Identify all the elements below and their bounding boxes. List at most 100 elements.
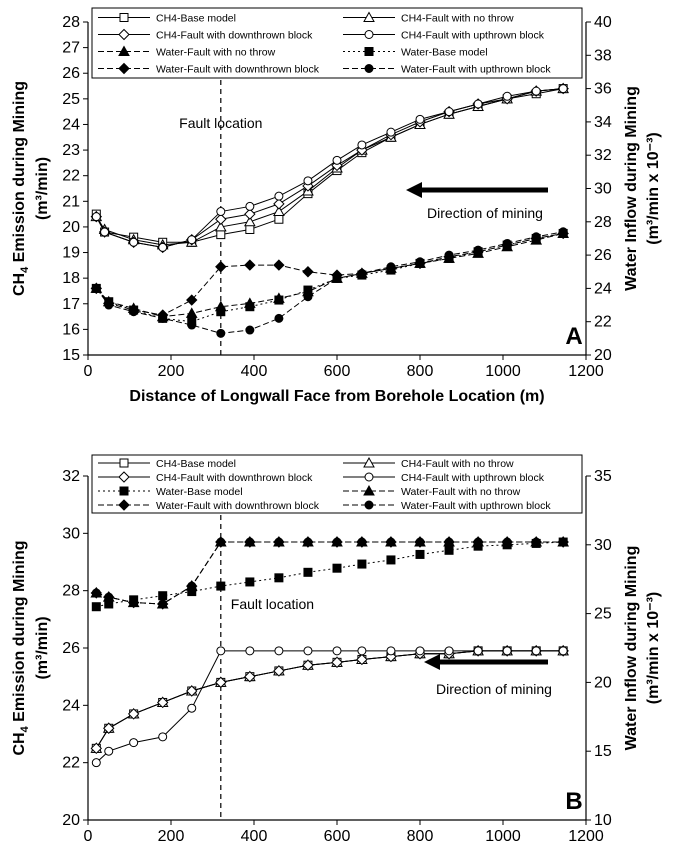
x-tick-label: 200 — [158, 363, 185, 380]
legend-label: CH4-Fault with upthrown block — [401, 472, 545, 484]
y2-tick-label: 28 — [594, 214, 612, 231]
y-axis-label: CH4 Emission during Mining — [11, 540, 31, 755]
data-point — [244, 208, 256, 220]
data-point — [91, 758, 101, 768]
direction-of-mining-label: Direction of mining — [436, 681, 552, 697]
panel-label: B — [565, 788, 582, 815]
legend-label: Water-Base model — [156, 486, 243, 498]
y-tick-label: 28 — [62, 583, 80, 600]
data-point — [357, 140, 367, 150]
data-point — [158, 732, 168, 742]
direction-arrow-head — [406, 182, 422, 198]
legend-item: Water-Fault with no throw — [343, 484, 521, 498]
legend-label: Water-Fault with upthrown block — [401, 500, 551, 512]
x-tick-label: 0 — [84, 363, 93, 380]
legend-label: CH4-Base model — [156, 13, 236, 25]
data-point — [357, 646, 367, 656]
y-tick-label: 23 — [62, 142, 80, 159]
data-point — [473, 646, 483, 656]
data-point — [558, 84, 568, 94]
chart-panel-a: 0 200 400 600 800 1000 1200 15 16 17 18 19 20 21 22 23 2… — [11, 7, 662, 405]
y-tick-label: 17 — [62, 296, 80, 313]
y-tick-label: 28 — [62, 14, 80, 31]
direction-of-mining-label: Direction of mining — [427, 205, 543, 221]
data-point — [415, 257, 425, 267]
data-point — [274, 191, 284, 201]
data-point — [187, 235, 197, 245]
legend-label: CH4-Fault with no throw — [401, 13, 514, 25]
x-tick-label: 1200 — [568, 363, 604, 380]
legend-swatch-marker — [364, 30, 374, 39]
data-point — [187, 320, 197, 330]
data-point — [303, 292, 313, 302]
data-point — [91, 212, 101, 222]
direction-arrow-head — [424, 654, 440, 670]
legend-item: Water-Fault with upthrown block — [343, 500, 551, 512]
series-ch4-fault-with-downthrown-block — [90, 82, 569, 254]
data-point — [415, 114, 425, 124]
data-point — [303, 176, 313, 186]
y2-axis-label-units: (m³/min x 10⁻³) — [645, 592, 662, 704]
data-point — [357, 559, 367, 569]
x-axis-label: Distance of Longwall Face from Borehole … — [129, 388, 544, 405]
legend-label: CH4-Fault with downthrown block — [156, 472, 313, 484]
series-line — [95, 88, 564, 248]
legend-label: CH4-Fault with upthrown block — [401, 30, 545, 42]
data-point — [331, 656, 343, 669]
data-point — [303, 567, 313, 577]
data-point — [415, 646, 425, 656]
data-point — [91, 283, 101, 293]
x-tick-label: 600 — [324, 363, 351, 380]
data-point — [502, 537, 512, 547]
data-point — [558, 537, 568, 547]
legend-label: Water-Fault with no throw — [156, 47, 276, 59]
y2-tick-label: 38 — [594, 47, 612, 64]
data-point — [302, 266, 314, 278]
legend-label: Water-Fault with upthrown block — [401, 64, 551, 76]
legend-item: CH4-Fault with upthrown block — [343, 472, 545, 484]
series-water-fault-with-upthrown-block — [91, 227, 568, 338]
y2-tick-label: 20 — [594, 674, 612, 691]
series-ch4-fault-with-no-throw — [90, 82, 570, 250]
y-tick-label: 24 — [62, 697, 80, 714]
data-point — [332, 155, 342, 165]
legend-item: CH4-Fault with downthrown block — [98, 28, 313, 42]
data-point — [129, 598, 139, 608]
data-point — [103, 722, 115, 734]
data-point — [502, 646, 512, 656]
legend-swatch-marker — [118, 28, 130, 41]
series-ch4-fault-with-upthrown-block — [91, 84, 568, 252]
data-point — [214, 220, 227, 232]
y2-tick-label: 20 — [594, 347, 612, 364]
data-point — [386, 537, 396, 547]
data-point — [245, 325, 255, 335]
legend-item: CH4-Fault with no throw — [343, 456, 514, 470]
data-point — [216, 230, 226, 240]
y-tick-label: 26 — [62, 65, 80, 82]
data-point — [386, 127, 396, 137]
data-point — [303, 646, 313, 656]
data-point — [473, 245, 483, 255]
y-tick-label: 25 — [62, 91, 80, 108]
data-point — [215, 676, 227, 689]
y-tick-label: 24 — [62, 116, 80, 133]
data-point — [332, 563, 342, 573]
y-axis-label-units: (m³/min) — [34, 616, 51, 679]
data-point — [90, 742, 103, 755]
series-line — [95, 88, 564, 246]
legend-swatch-marker — [364, 500, 374, 510]
data-point — [273, 205, 285, 217]
legend-swatch-marker — [119, 486, 129, 496]
legend-swatch-marker — [119, 13, 129, 22]
series-ch4-fault-with-upthrown-block — [91, 646, 568, 768]
y-tick-label: 16 — [62, 321, 80, 338]
legend-label: Water-Fault with downthrown block — [156, 64, 320, 76]
data-point — [215, 261, 227, 273]
x-tick-label: 800 — [407, 828, 434, 845]
legend-item: Water-Fault with upthrown block — [343, 64, 551, 76]
y-tick-label: 22 — [62, 168, 80, 185]
data-point — [357, 268, 367, 278]
data-point — [244, 670, 256, 683]
data-point — [303, 537, 313, 547]
